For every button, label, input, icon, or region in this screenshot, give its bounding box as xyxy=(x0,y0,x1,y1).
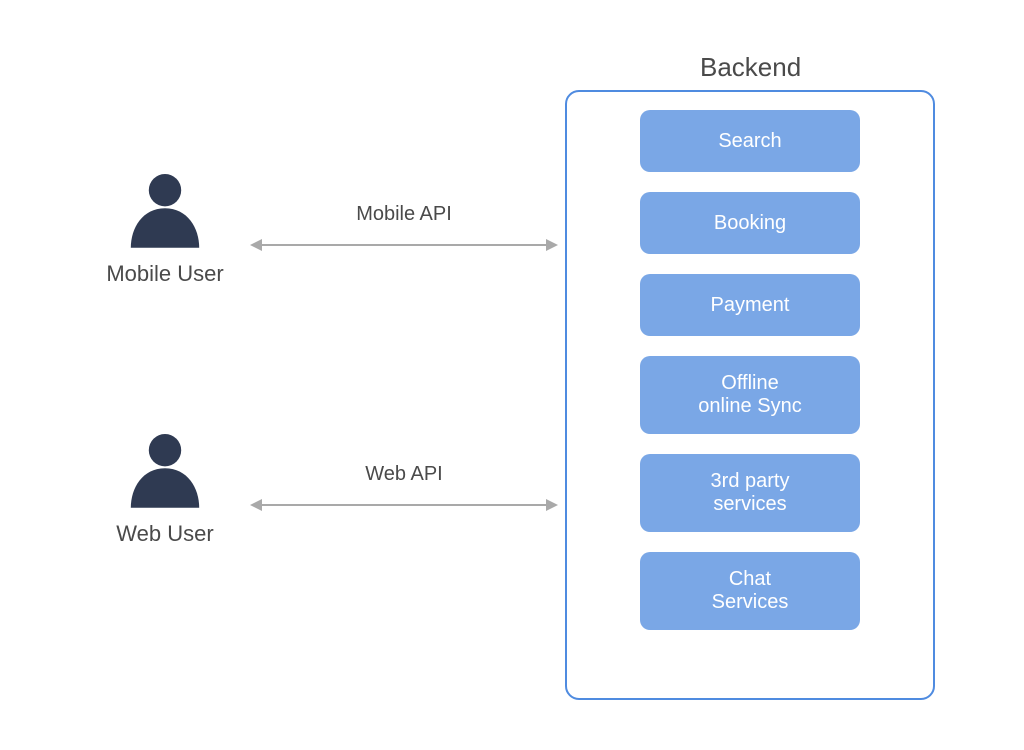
service-label: Booking xyxy=(714,212,786,235)
mobile-api-arrow: Mobile API xyxy=(250,233,558,262)
service-sync: Offline online Sync xyxy=(640,356,860,434)
web-user-label: Web User xyxy=(85,521,245,547)
web-user-block: Web User xyxy=(85,425,245,547)
service-label: Payment xyxy=(711,294,790,317)
mobile-user-block: Mobile User xyxy=(85,165,245,287)
service-label: Chat Services xyxy=(712,568,789,614)
web-api-label: Web API xyxy=(250,463,558,486)
service-label: 3rd party services xyxy=(711,470,790,516)
service-label: Search xyxy=(718,130,781,153)
web-api-arrow: Web API xyxy=(250,493,558,522)
service-label: Offline online Sync xyxy=(698,372,801,418)
service-3rd-party: 3rd party services xyxy=(640,454,860,532)
backend-title: Backend xyxy=(700,52,801,83)
service-search: Search xyxy=(640,110,860,172)
service-payment: Payment xyxy=(640,274,860,336)
service-chat: Chat Services xyxy=(640,552,860,630)
person-icon xyxy=(120,165,210,255)
double-arrow-icon xyxy=(250,493,558,517)
mobile-api-label: Mobile API xyxy=(250,203,558,226)
diagram-canvas: Mobile User Web User Mobile API Web API … xyxy=(0,0,1024,750)
service-booking: Booking xyxy=(640,192,860,254)
person-icon xyxy=(120,425,210,515)
double-arrow-icon xyxy=(250,233,558,257)
mobile-user-label: Mobile User xyxy=(85,261,245,287)
